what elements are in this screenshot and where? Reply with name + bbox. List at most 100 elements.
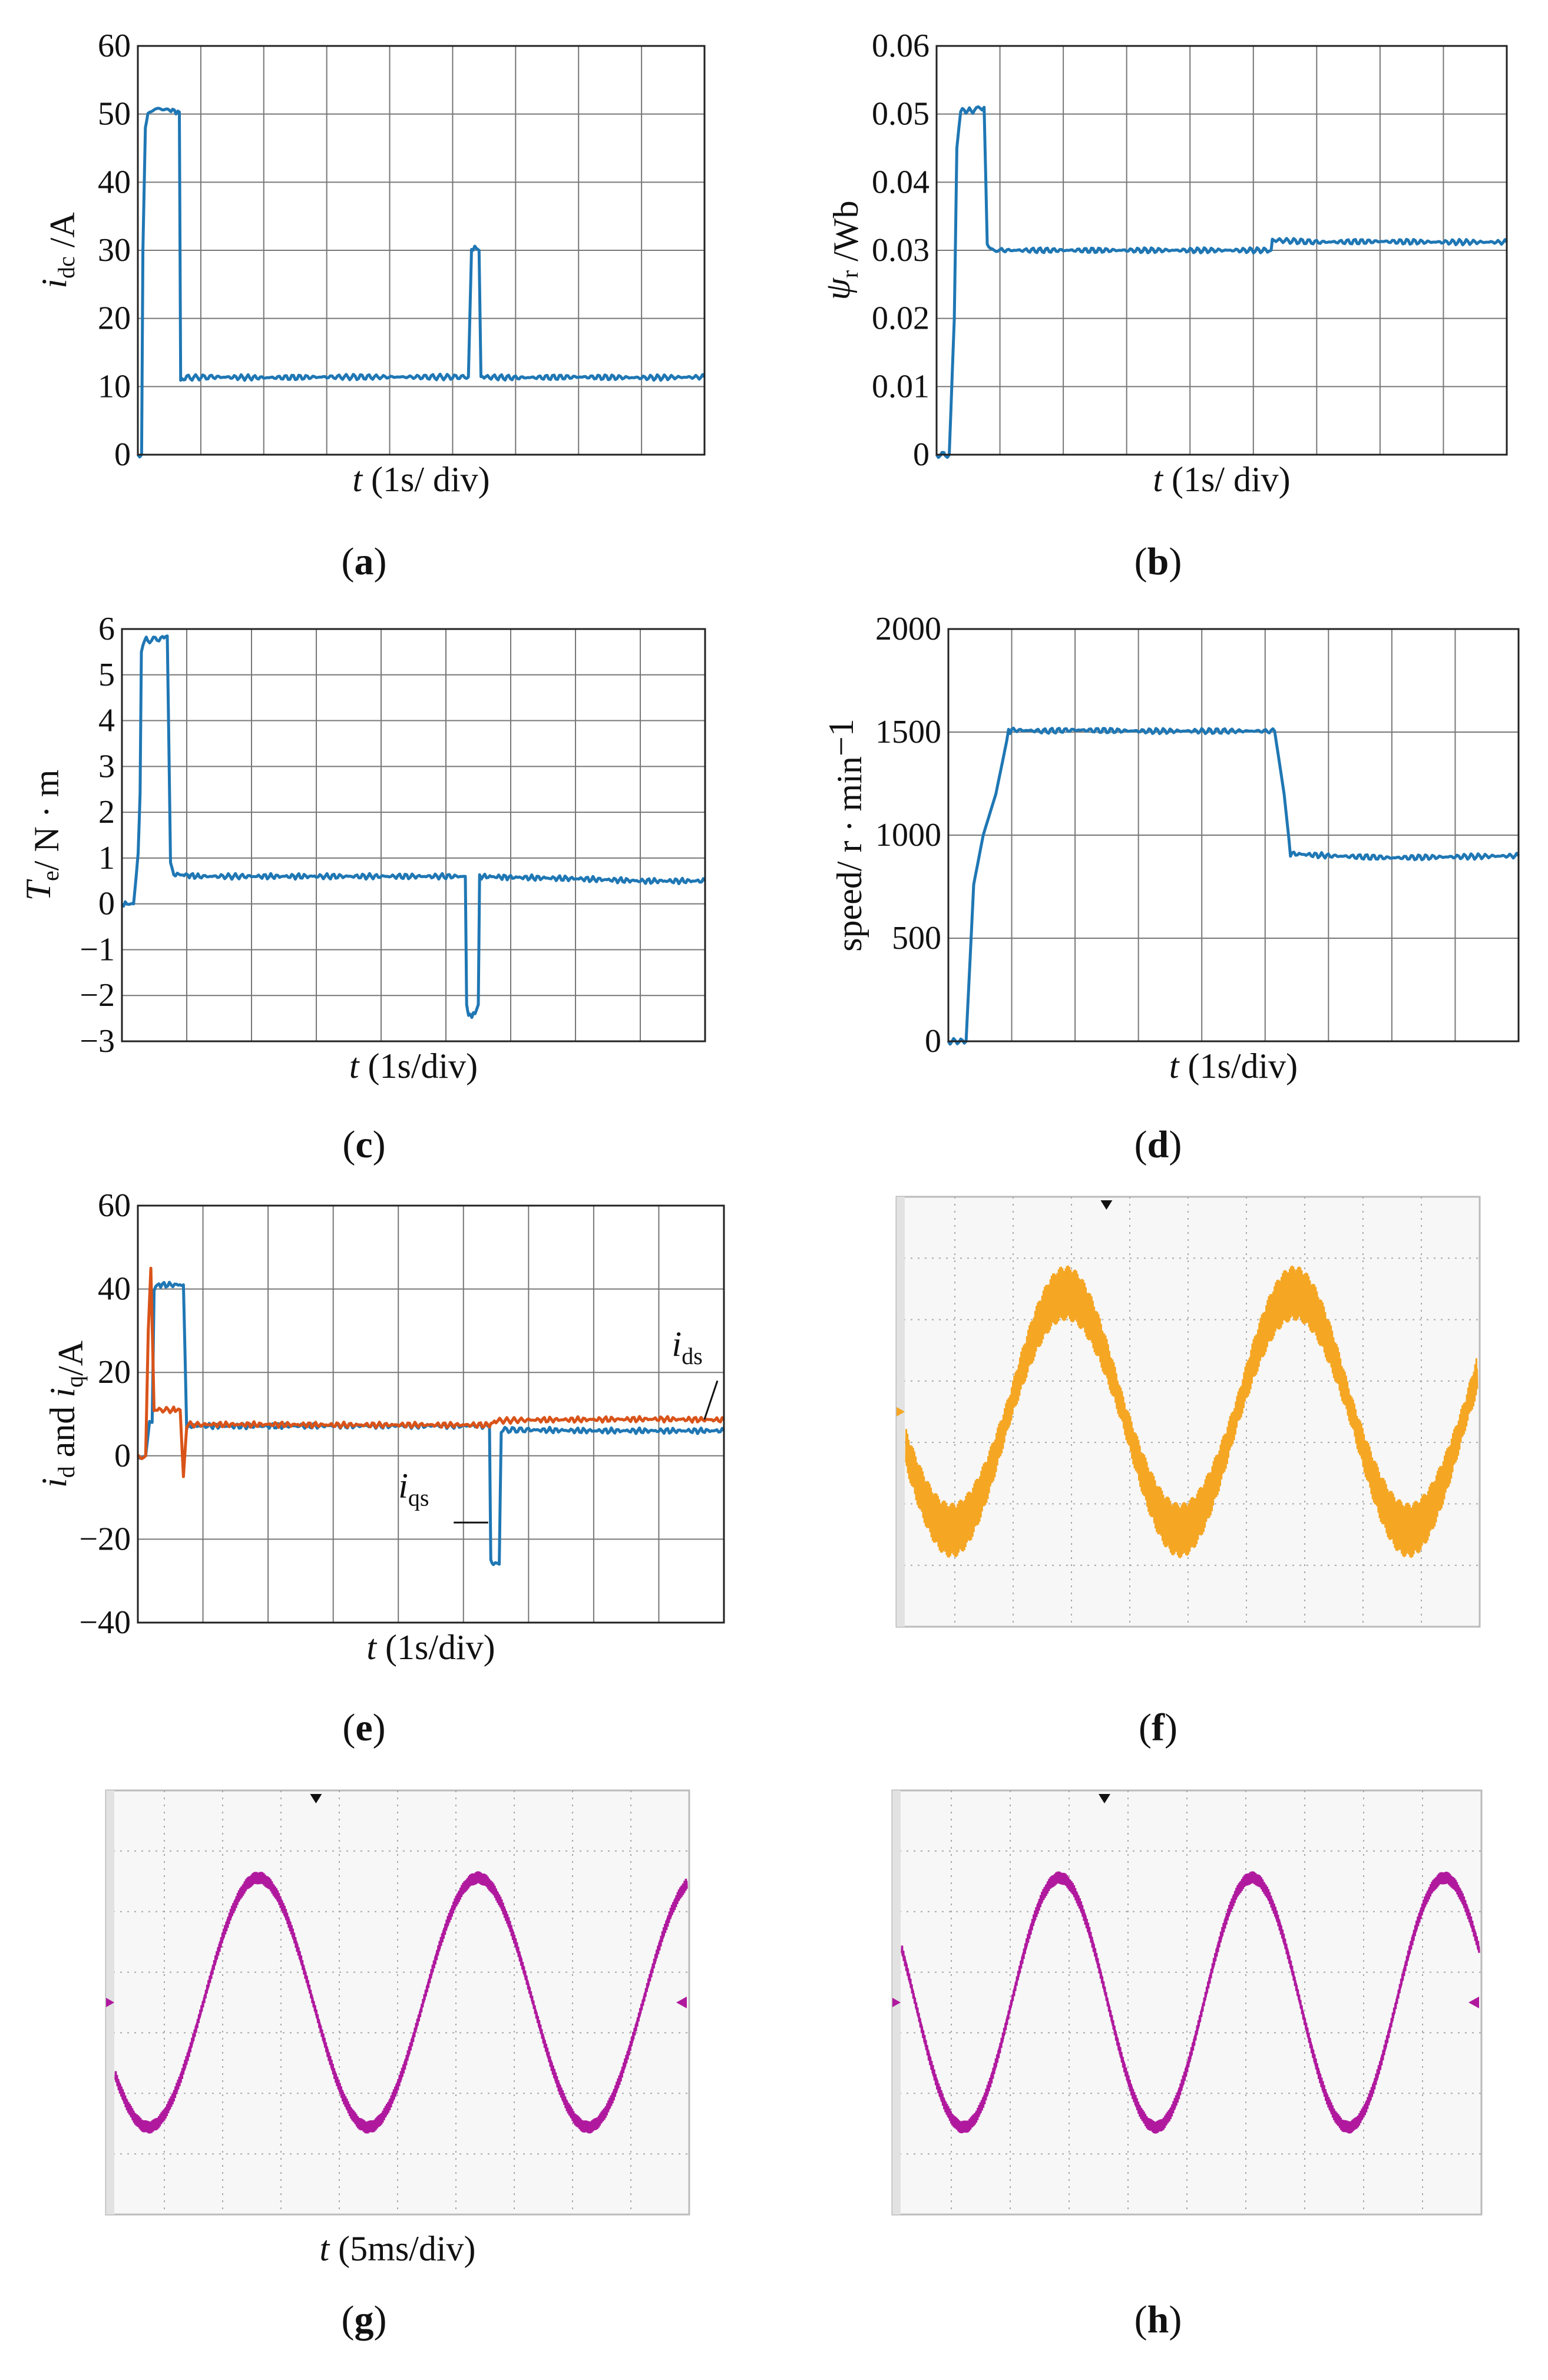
plot-frame — [947, 628, 1520, 1042]
ytick-label: −1 — [80, 931, 115, 968]
caption-paren: ( — [1134, 540, 1147, 583]
caption-letter: g — [355, 2298, 374, 2341]
x-axis-var: t — [366, 1628, 377, 1667]
ytick-label: 1000 — [875, 817, 941, 853]
trigger-level-icon — [676, 1997, 687, 2008]
series-line-Te — [120, 634, 706, 1019]
x-axis-label: t (1s/div) — [349, 1047, 478, 1085]
trigger-level-icon — [1468, 1997, 1479, 2008]
y-axis-label-part-1: −1 — [822, 719, 861, 756]
scope-h — [891, 1789, 1483, 2216]
caption-paren: ( — [1134, 1123, 1147, 1166]
ytick-label: 5 — [98, 657, 115, 693]
ytick-label: 0 — [114, 436, 131, 473]
y-axis-label-part-1: r — [836, 270, 863, 278]
chart-a: 0 10 20 30 40 50 60 t (1s/ div) idc /A — [35, 28, 706, 499]
ytick-label: 50 — [98, 96, 131, 133]
caption-letter: a — [355, 540, 374, 583]
chart-c: −3 −2 −1 0 1 2 3 4 5 6 t (1s/div) Te/ N · m — [19, 611, 706, 1085]
caption-h: (h) — [1134, 2298, 1182, 2341]
ytick-label: 0 — [114, 1438, 131, 1474]
y-axis-label-part-2: /Wb — [826, 201, 865, 270]
y-axis-label-part-2: / N · m — [27, 770, 66, 871]
x-axis-label: t (1s/div) — [366, 1628, 495, 1667]
ytick-label: 0.06 — [872, 28, 930, 64]
caption-paren: ) — [1169, 540, 1182, 583]
caption-paren: ) — [1169, 1123, 1182, 1166]
caption-f: (f) — [1139, 1706, 1177, 1749]
caption-d: (d) — [1134, 1123, 1182, 1166]
x-axis-label: t (1s/ div) — [352, 460, 489, 499]
y-axis-label-part-2: and — [43, 1398, 82, 1467]
ytick-label: 2000 — [875, 611, 941, 647]
x-axis-unit: (1s/ div) — [1163, 460, 1291, 499]
plot-frame — [121, 628, 706, 1042]
plot-frame — [137, 1204, 725, 1624]
ytick-label: 0.03 — [872, 232, 930, 269]
caption-letter: f — [1152, 1706, 1165, 1749]
caption-letter: e — [355, 1706, 372, 1749]
x-axis-unit: (1s/div) — [359, 1047, 478, 1085]
y-axis-label-part-0: i — [35, 1478, 74, 1488]
y-axis-label: Te/ N · m — [19, 770, 66, 901]
waveform-trace — [901, 1871, 1480, 2134]
ytick-label: 20 — [98, 1354, 131, 1391]
ids-leader-line — [703, 1380, 719, 1420]
y-axis-label-part-1: e — [37, 870, 64, 881]
iqs-annotation-part-0: i — [398, 1467, 408, 1505]
trigger-position-icon — [1099, 1794, 1110, 1803]
y-axis-label-part-4: q — [61, 1376, 88, 1388]
y-axis-label: ψr /Wb — [818, 201, 865, 300]
caption-paren: ( — [1134, 2298, 1147, 2341]
chart-b: 0 0.01 0.02 0.03 0.04 0.05 0.06 t (1s/ div) ψr /… — [818, 28, 1509, 499]
ytick-label: 0.05 — [872, 96, 930, 133]
caption-letter: b — [1147, 540, 1169, 583]
ytick-label: 4 — [98, 703, 115, 739]
caption-paren: ( — [342, 2298, 355, 2341]
y-axis-label-part-0: ψ — [818, 277, 857, 300]
chart-d: 0 500 1000 1500 2000 t (1s/div) speed/ r · min… — [822, 611, 1520, 1085]
iqs-annotation-part-1: qs — [408, 1485, 429, 1511]
y-axis-label: idc /A — [35, 212, 82, 288]
ytick-label: 0.01 — [872, 368, 930, 405]
ytick-label: −3 — [80, 1023, 115, 1060]
waveform-trace — [905, 1265, 1478, 1558]
ytick-label: 0 — [98, 886, 115, 922]
caption-letter: c — [355, 1123, 372, 1166]
series-line-speed — [947, 726, 1520, 1046]
trigger-position-icon — [1100, 1200, 1113, 1210]
caption-paren: ) — [1169, 2298, 1182, 2341]
ids-annotation: ids — [672, 1325, 703, 1369]
ytick-label: 2 — [98, 794, 115, 830]
caption-c: (c) — [342, 1123, 385, 1166]
x-axis-unit: (5ms/div) — [329, 2229, 475, 2268]
channel-ground-icon — [897, 1407, 905, 1416]
caption-paren: ) — [374, 540, 387, 583]
caption-a: (a) — [342, 540, 387, 583]
iqs-annotation: iqs — [398, 1467, 429, 1511]
x-axis-var: t — [352, 460, 363, 499]
caption-letter: h — [1147, 2298, 1169, 2341]
caption-g: (g) — [342, 2298, 387, 2341]
caption-paren: ) — [374, 2298, 387, 2341]
ytick-label: 60 — [98, 28, 131, 64]
y-axis-label-part-0: speed/ r · min — [830, 756, 869, 952]
trigger-position-icon — [310, 1794, 322, 1803]
y-axis-label-part-2: /A — [43, 212, 82, 256]
scope-f — [895, 1196, 1481, 1628]
ytick-label: 3 — [98, 748, 115, 784]
ytick-label: 40 — [98, 164, 131, 200]
caption-paren: ( — [342, 540, 355, 583]
ytick-label: 1500 — [875, 714, 941, 750]
ids-annotation-part-1: ds — [682, 1343, 703, 1369]
x-axis-label: t (5ms/div) — [320, 2229, 476, 2268]
x-axis-var: t — [1169, 1047, 1180, 1085]
waveform-trace — [114, 1871, 688, 2134]
series-line-idc — [137, 107, 706, 459]
ytick-label: 10 — [98, 368, 131, 405]
ytick-label: 30 — [98, 232, 131, 269]
caption-paren: ) — [373, 1123, 386, 1166]
y-axis-label-part-3: i — [43, 1388, 82, 1398]
x-axis-var: t — [1153, 460, 1163, 499]
